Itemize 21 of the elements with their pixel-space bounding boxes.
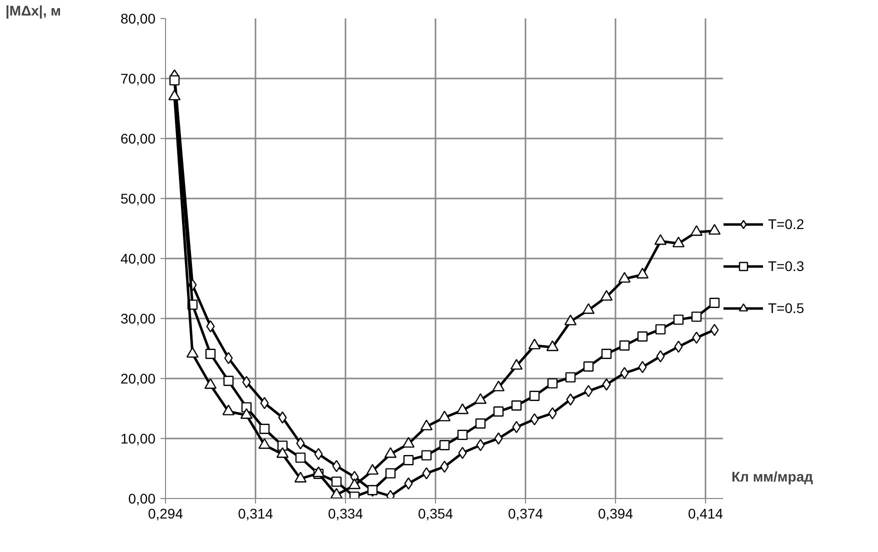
x-tick-label: 0,374 xyxy=(508,506,544,522)
legend-label: T=0.3 xyxy=(768,258,804,274)
x-tick-label: 0,334 xyxy=(328,506,364,522)
y-tick-label: 50,00 xyxy=(120,190,156,206)
x-tick-label: 0,414 xyxy=(688,506,724,522)
y-tick-label: 30,00 xyxy=(120,310,156,326)
x-tick-label: 0,394 xyxy=(598,506,634,522)
y-tick-label: 80,00 xyxy=(120,10,156,26)
y-tick-label: 40,00 xyxy=(120,250,156,266)
y-axis-title: |MΔx|, м xyxy=(6,2,61,20)
x-tick-label: 0,294 xyxy=(148,506,184,522)
y-tick-label: 20,00 xyxy=(120,370,156,386)
x-tick-label: 0,354 xyxy=(418,506,454,522)
y-tick-label: 70,00 xyxy=(120,70,156,86)
x-tick-label: 0,314 xyxy=(238,506,274,522)
y-tick-label: 60,00 xyxy=(120,130,156,146)
y-tick-label: 10,00 xyxy=(120,430,156,446)
legend-label: T=0.2 xyxy=(768,216,804,232)
y-tick-label: 0,00 xyxy=(128,490,156,506)
x-axis-title: Кл мм/мрад xyxy=(732,468,814,484)
legend-label: T=0.5 xyxy=(768,300,804,316)
